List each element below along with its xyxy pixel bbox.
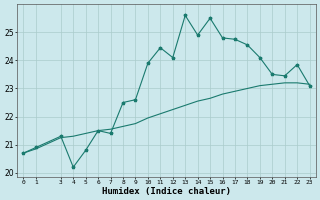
X-axis label: Humidex (Indice chaleur): Humidex (Indice chaleur)	[102, 187, 231, 196]
